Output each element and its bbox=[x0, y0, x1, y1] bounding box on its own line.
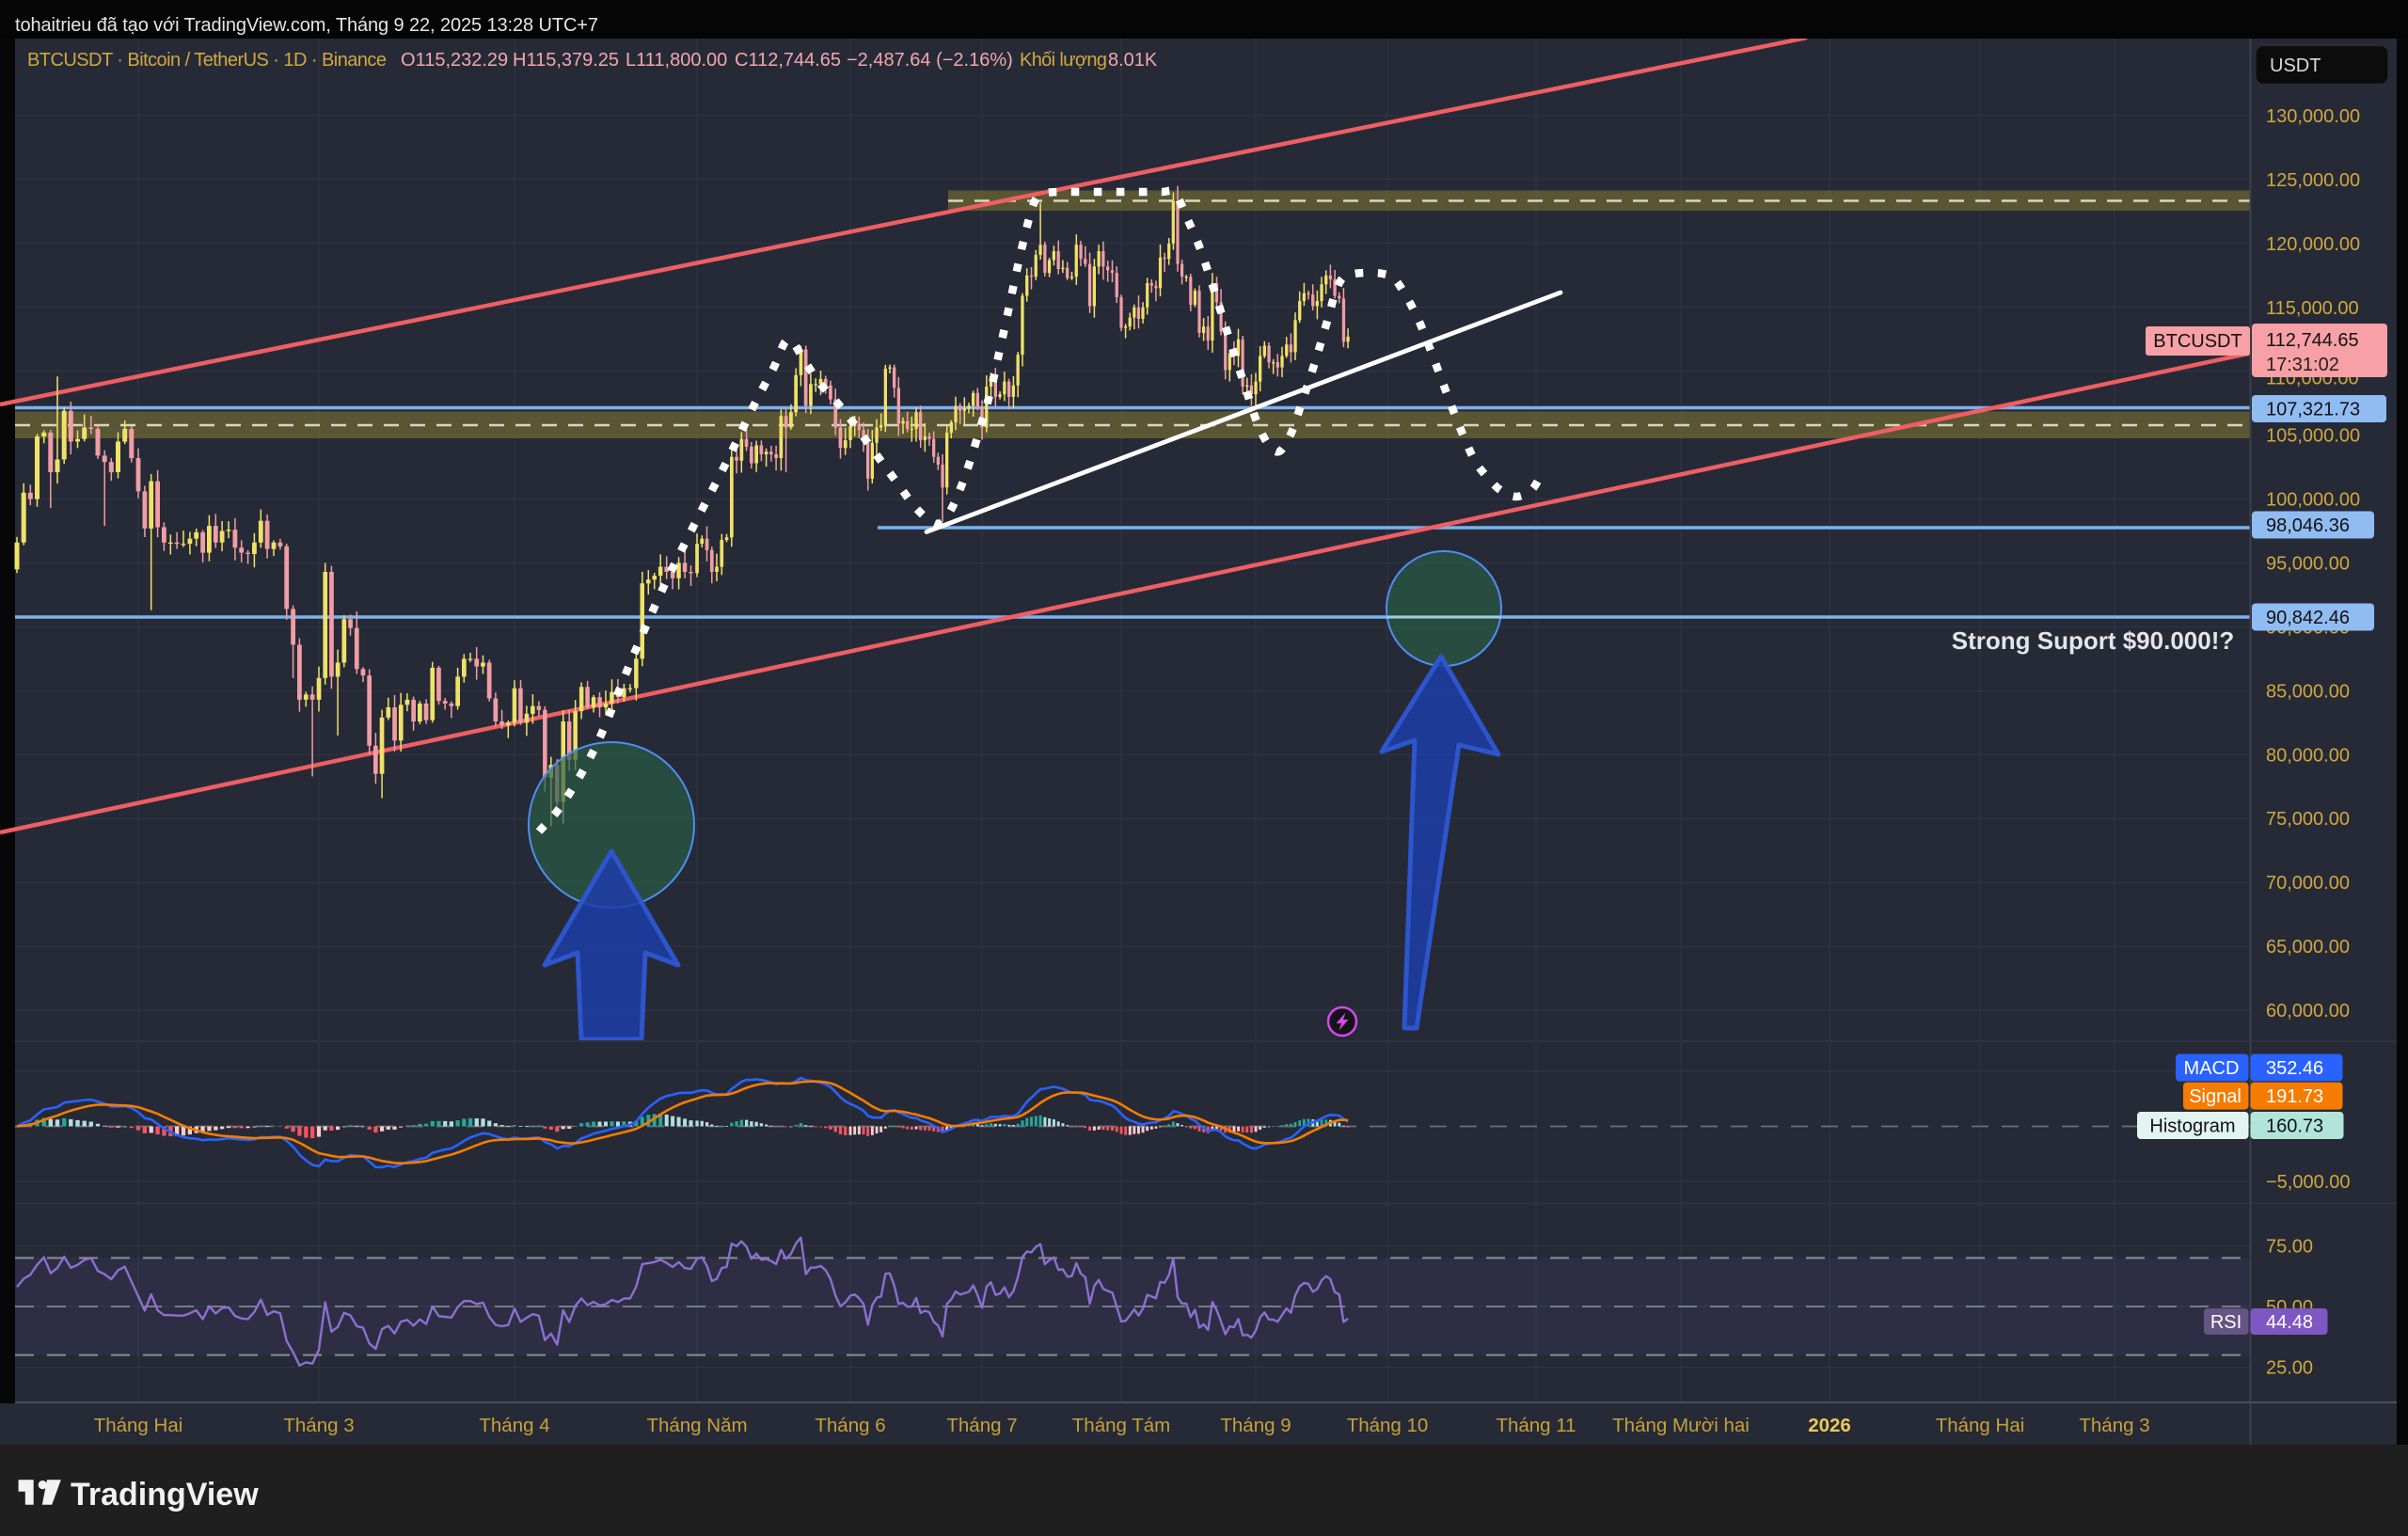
svg-text:191.73: 191.73 bbox=[2266, 1086, 2323, 1107]
svg-text:Tháng 3: Tháng 3 bbox=[283, 1415, 354, 1436]
svg-text:107,321.73: 107,321.73 bbox=[2266, 400, 2360, 420]
svg-text:60,000.00: 60,000.00 bbox=[2266, 1001, 2350, 1021]
svg-text:160.73: 160.73 bbox=[2266, 1116, 2323, 1137]
svg-text:MACD: MACD bbox=[2184, 1058, 2240, 1079]
svg-text:USDT: USDT bbox=[2270, 55, 2321, 76]
svg-text:Histogram: Histogram bbox=[2149, 1116, 2235, 1137]
svg-text:Tháng Hai: Tháng Hai bbox=[1936, 1415, 2025, 1436]
svg-text:TradingView: TradingView bbox=[71, 1477, 259, 1512]
svg-text:65,000.00: 65,000.00 bbox=[2266, 937, 2350, 958]
svg-text:Signal: Signal bbox=[2189, 1086, 2242, 1107]
svg-text:98,046.36: 98,046.36 bbox=[2266, 515, 2350, 536]
svg-text:44.48: 44.48 bbox=[2266, 1312, 2313, 1333]
svg-text:tohaitrieu đã tạo với TradingV: tohaitrieu đã tạo với TradingView.com, T… bbox=[15, 15, 598, 36]
svg-text:Strong Suport $90.000!?: Strong Suport $90.000!? bbox=[1952, 626, 2235, 655]
svg-text:Tháng 7: Tháng 7 bbox=[946, 1415, 1017, 1436]
svg-text:Tháng Hai: Tháng Hai bbox=[94, 1415, 183, 1436]
svg-text:2026: 2026 bbox=[1808, 1415, 1851, 1436]
svg-text:Tháng Mười hai: Tháng Mười hai bbox=[1612, 1415, 1750, 1436]
svg-text:Tháng 3: Tháng 3 bbox=[2079, 1415, 2149, 1436]
svg-text:BTCUSDT · Bitcoin / TetherUS ·: BTCUSDT · Bitcoin / TetherUS · 1D · Bina… bbox=[27, 50, 1158, 71]
svg-text:Tháng 11: Tháng 11 bbox=[1496, 1415, 1576, 1436]
svg-text:Tháng 9: Tháng 9 bbox=[1220, 1415, 1291, 1436]
svg-text:112,744.65: 112,744.65 bbox=[2266, 330, 2359, 351]
svg-text:75,000.00: 75,000.00 bbox=[2266, 809, 2350, 830]
svg-text:Tháng 6: Tháng 6 bbox=[815, 1415, 885, 1436]
svg-text:17:31:02: 17:31:02 bbox=[2266, 355, 2339, 375]
svg-text:352.46: 352.46 bbox=[2266, 1058, 2323, 1079]
svg-text:115,000.00: 115,000.00 bbox=[2266, 298, 2359, 319]
svg-text:125,000.00: 125,000.00 bbox=[2266, 170, 2360, 191]
svg-text:−5,000.00: −5,000.00 bbox=[2266, 1172, 2351, 1193]
svg-text:100,000.00: 100,000.00 bbox=[2266, 490, 2360, 511]
svg-text:Tháng 10: Tháng 10 bbox=[1347, 1415, 1429, 1436]
svg-text:120,000.00: 120,000.00 bbox=[2266, 234, 2360, 255]
svg-text:75.00: 75.00 bbox=[2266, 1237, 2313, 1258]
svg-text:70,000.00: 70,000.00 bbox=[2266, 873, 2350, 894]
svg-text:105,000.00: 105,000.00 bbox=[2266, 426, 2360, 447]
svg-text:Tháng Tám: Tháng Tám bbox=[1072, 1415, 1170, 1436]
svg-text:25.00: 25.00 bbox=[2266, 1358, 2313, 1379]
svg-text:RSI: RSI bbox=[2210, 1312, 2242, 1333]
svg-text:85,000.00: 85,000.00 bbox=[2266, 681, 2350, 702]
svg-text:Tháng Năm: Tháng Năm bbox=[646, 1415, 747, 1436]
svg-text:BTCUSDT: BTCUSDT bbox=[2153, 331, 2242, 352]
svg-text:130,000.00: 130,000.00 bbox=[2266, 106, 2360, 127]
svg-text:90,842.46: 90,842.46 bbox=[2266, 608, 2350, 628]
svg-text:95,000.00: 95,000.00 bbox=[2266, 554, 2350, 575]
svg-text:80,000.00: 80,000.00 bbox=[2266, 745, 2350, 766]
svg-text:Tháng 4: Tháng 4 bbox=[479, 1415, 549, 1436]
